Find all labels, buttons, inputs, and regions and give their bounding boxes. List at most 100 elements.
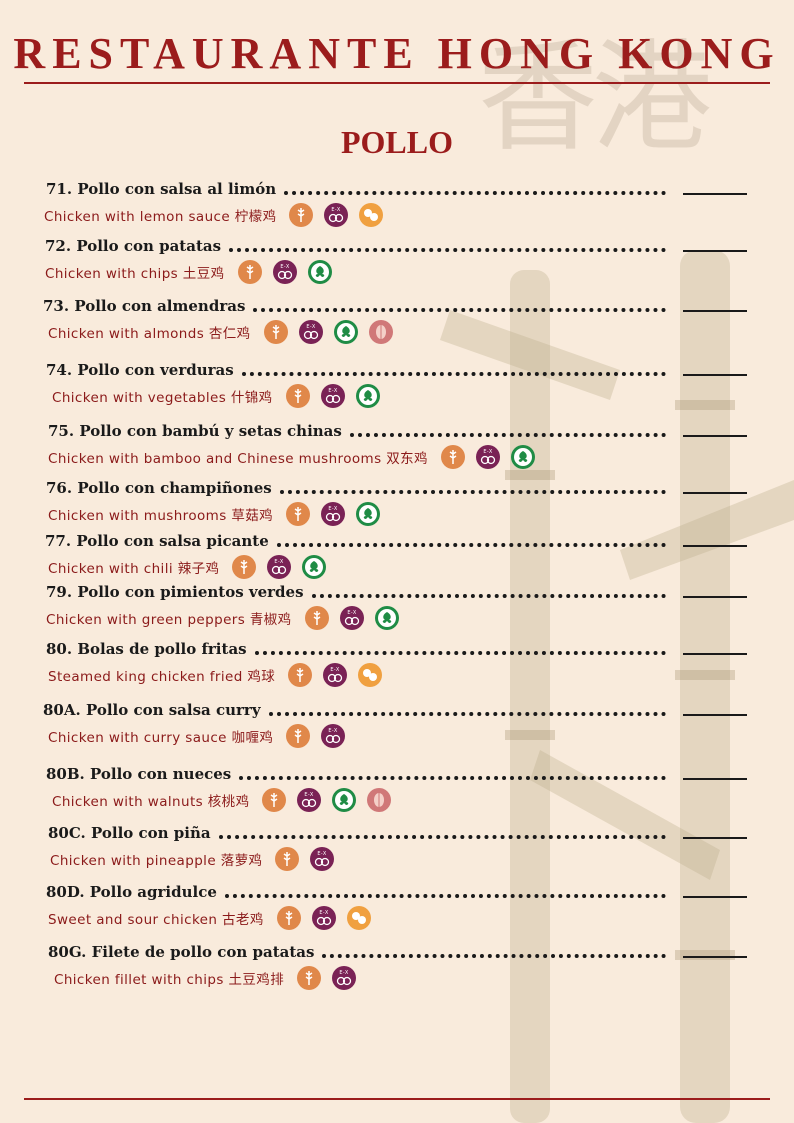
- allergen-icon: [333, 320, 358, 344]
- svg-text:E-X: E-X: [329, 728, 339, 734]
- price-blank: [683, 896, 747, 898]
- svg-text:E-X: E-X: [331, 667, 341, 673]
- allergen-icon: E-X: [311, 906, 336, 930]
- dish-translation-row: Chicken with chips 土豆鸡 E-X: [45, 259, 332, 285]
- price-blank: [683, 250, 747, 252]
- svg-text:E-X: E-X: [347, 610, 357, 616]
- menu-item-row: 71. Pollo con salsa al limón: [46, 178, 666, 198]
- dish-translation-row: Chicken with bamboo and Chinese mushroom…: [48, 444, 535, 470]
- svg-text:E-X: E-X: [483, 449, 493, 455]
- bottom-rule: [24, 1098, 770, 1100]
- allergen-icon: [374, 606, 399, 630]
- allergen-icon: [358, 663, 383, 687]
- menu-item-row: 74. Pollo con verduras: [46, 359, 666, 379]
- menu-item-row: 76. Pollo con champiñones: [46, 477, 666, 497]
- dish-translation: Chicken with green peppers 青椒鸡: [46, 612, 292, 628]
- allergen-icon: E-X: [298, 320, 323, 344]
- dot-leader: [322, 954, 666, 958]
- dish-translation-row: Chicken with pineapple 落萝鸡 E-X: [50, 846, 335, 872]
- dish-name: 79. Pollo con pimientos verdes: [46, 583, 304, 601]
- allergen-icon: E-X: [320, 384, 345, 408]
- allergen-icon: [304, 606, 329, 630]
- dot-leader: [218, 835, 666, 839]
- menu-item-row: 80A. Pollo con salsa curry: [43, 699, 666, 719]
- allergen-icon: [355, 384, 380, 408]
- dish-translation: Chicken with curry sauce 咖喱鸡: [48, 730, 274, 746]
- dot-leader: [311, 594, 666, 598]
- dish-translation-row: Chicken with walnuts 核桃鸡 E-X: [52, 787, 392, 813]
- price-blank: [683, 545, 747, 547]
- dish-name: 77. Pollo con salsa picante: [45, 532, 269, 550]
- dish-name: 71. Pollo con salsa al limón: [46, 180, 277, 198]
- allergen-icon: [262, 788, 287, 812]
- dish-translation: Sweet and sour chicken 古老鸡: [48, 912, 264, 928]
- dish-translation: Steamed king chicken fried 鸡球: [48, 669, 276, 685]
- menu-item-row: 73. Pollo con almendras: [43, 295, 666, 315]
- menu-item-row: 80G. Filete de pollo con patatas: [48, 941, 666, 961]
- dish-translation: Chicken with almonds 杏仁鸡: [48, 326, 251, 342]
- svg-text:E-X: E-X: [332, 207, 342, 213]
- allergen-icon: [276, 906, 301, 930]
- dish-translation: Chicken with mushrooms 草菇鸡: [48, 508, 274, 524]
- dish-name: 80G. Filete de pollo con patatas: [48, 943, 315, 961]
- allergen-icon: E-X: [297, 788, 322, 812]
- allergen-icon: [359, 203, 384, 227]
- allergen-icon: [346, 906, 371, 930]
- svg-text:E-X: E-X: [306, 324, 316, 330]
- allergen-icon: [368, 320, 393, 344]
- dish-translation: Chicken with walnuts 核桃鸡: [52, 794, 250, 810]
- svg-text:E-X: E-X: [275, 559, 285, 565]
- price-blank: [683, 435, 747, 437]
- allergen-icon: E-X: [323, 663, 348, 687]
- dish-translation-row: Sweet and sour chicken 古老鸡 E-X: [48, 905, 371, 931]
- allergen-icon: E-X: [339, 606, 364, 630]
- menu-item-row: 80. Bolas de pollo fritas: [46, 638, 666, 658]
- dot-leader: [229, 248, 666, 252]
- allergen-icon: E-X: [332, 966, 357, 990]
- dot-leader: [253, 308, 666, 312]
- allergen-icon: [232, 555, 257, 579]
- dot-leader: [224, 894, 666, 898]
- dish-name: 80C. Pollo con piña: [48, 824, 211, 842]
- menu-item-row: 75. Pollo con bambú y setas chinas: [48, 420, 666, 440]
- dot-leader: [254, 651, 666, 655]
- allergen-icon: E-X: [321, 724, 346, 748]
- allergen-icon: E-X: [475, 445, 500, 469]
- allergen-icon: [332, 788, 357, 812]
- price-blank: [683, 714, 747, 716]
- allergen-icon: E-X: [324, 203, 349, 227]
- allergen-icon: E-X: [310, 847, 335, 871]
- svg-text:E-X: E-X: [328, 506, 338, 512]
- bamboo-background: [440, 250, 794, 1123]
- menu-item-row: 79. Pollo con pimientos verdes: [46, 581, 666, 601]
- dish-translation-row: Chicken with vegetables 什锦鸡 E-X: [52, 383, 380, 409]
- restaurant-title: RESTAURANTE HONG KONG: [13, 29, 781, 78]
- svg-text:E-X: E-X: [339, 970, 349, 976]
- dish-translation-row: Chicken with mushrooms 草菇鸡 E-X: [48, 501, 381, 527]
- dot-leader: [279, 490, 666, 494]
- allergen-icon: [275, 847, 300, 871]
- dish-name: 73. Pollo con almendras: [43, 297, 246, 315]
- dish-translation-row: Chicken with almonds 杏仁鸡 E-X: [48, 319, 393, 345]
- dish-translation-row: Chicken with lemon sauce 柠檬鸡 E-X: [44, 202, 384, 228]
- allergen-icon: [263, 320, 288, 344]
- allergen-icon: E-X: [267, 555, 292, 579]
- price-blank: [683, 193, 747, 195]
- dish-name: 74. Pollo con verduras: [46, 361, 234, 379]
- price-blank: [683, 653, 747, 655]
- dish-translation-row: Steamed king chicken fried 鸡球 E-X: [48, 662, 383, 688]
- dot-leader: [284, 191, 666, 195]
- top-rule: [24, 82, 770, 84]
- dish-translation-row: Chicken with curry sauce 咖喱鸡 E-X: [48, 723, 346, 749]
- price-blank: [683, 956, 747, 958]
- svg-text:E-X: E-X: [328, 388, 338, 394]
- dot-leader: [349, 433, 666, 437]
- dot-leader: [268, 712, 666, 716]
- allergen-icon: [288, 663, 313, 687]
- dish-translation-row: Chicken with green peppers 青椒鸡 E-X: [46, 605, 399, 631]
- price-blank: [683, 837, 747, 839]
- allergen-icon: [356, 502, 381, 526]
- dish-translation: Chicken fillet with chips 土豆鸡排: [54, 972, 285, 988]
- dish-name: 80B. Pollo con nueces: [46, 765, 232, 783]
